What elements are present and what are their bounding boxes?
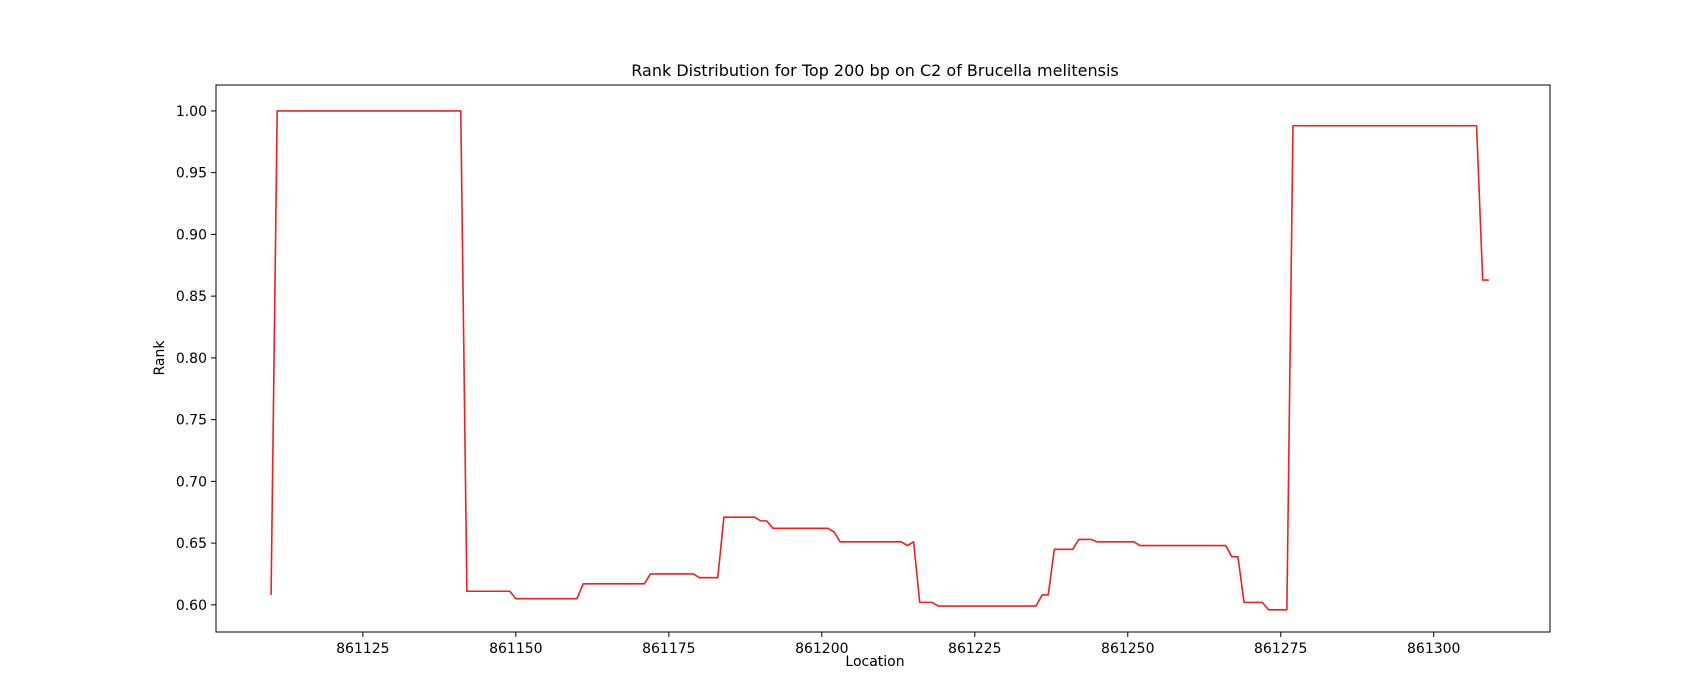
plot-frame	[215, 84, 1551, 633]
y-tick-label: 0.60	[176, 598, 207, 614]
x-tick-label: 861150	[489, 641, 542, 657]
x-tick-label: 861300	[1407, 641, 1460, 657]
series-line-0	[270, 110, 1489, 611]
x-tick-label: 861225	[948, 641, 1001, 657]
y-tick-label: 0.70	[176, 474, 207, 490]
x-tick-label: 861275	[1254, 641, 1307, 657]
y-tick-label: 0.85	[176, 289, 207, 305]
y-tick-label: 0.90	[176, 227, 207, 243]
y-axis-label: Rank	[152, 340, 168, 376]
x-axis: 861125 861150 861175 861200 861225 861250 8612…	[336, 632, 1460, 657]
y-tick-label: 0.80	[176, 351, 207, 367]
series-layer	[270, 110, 1489, 611]
x-tick-label: 861200	[795, 641, 848, 657]
y-tick-label: 0.65	[176, 536, 207, 552]
y-tick-label: 0.75	[176, 413, 207, 429]
x-axis-label: Location	[845, 654, 904, 670]
y-tick-label: 0.95	[176, 166, 207, 182]
x-tick-label: 861125	[336, 641, 389, 657]
x-tick-label: 861175	[642, 641, 695, 657]
x-tick-label: 861250	[1101, 641, 1154, 657]
y-axis: 0.60 0.65 0.70 0.75 0.80 0.85 0.90 0.95 1.00	[176, 104, 216, 614]
chart-title: Rank Distribution for Top 200 bp on C2 o…	[631, 61, 1118, 80]
y-tick-label: 1.00	[176, 104, 207, 120]
plot-area	[215, 84, 1551, 633]
